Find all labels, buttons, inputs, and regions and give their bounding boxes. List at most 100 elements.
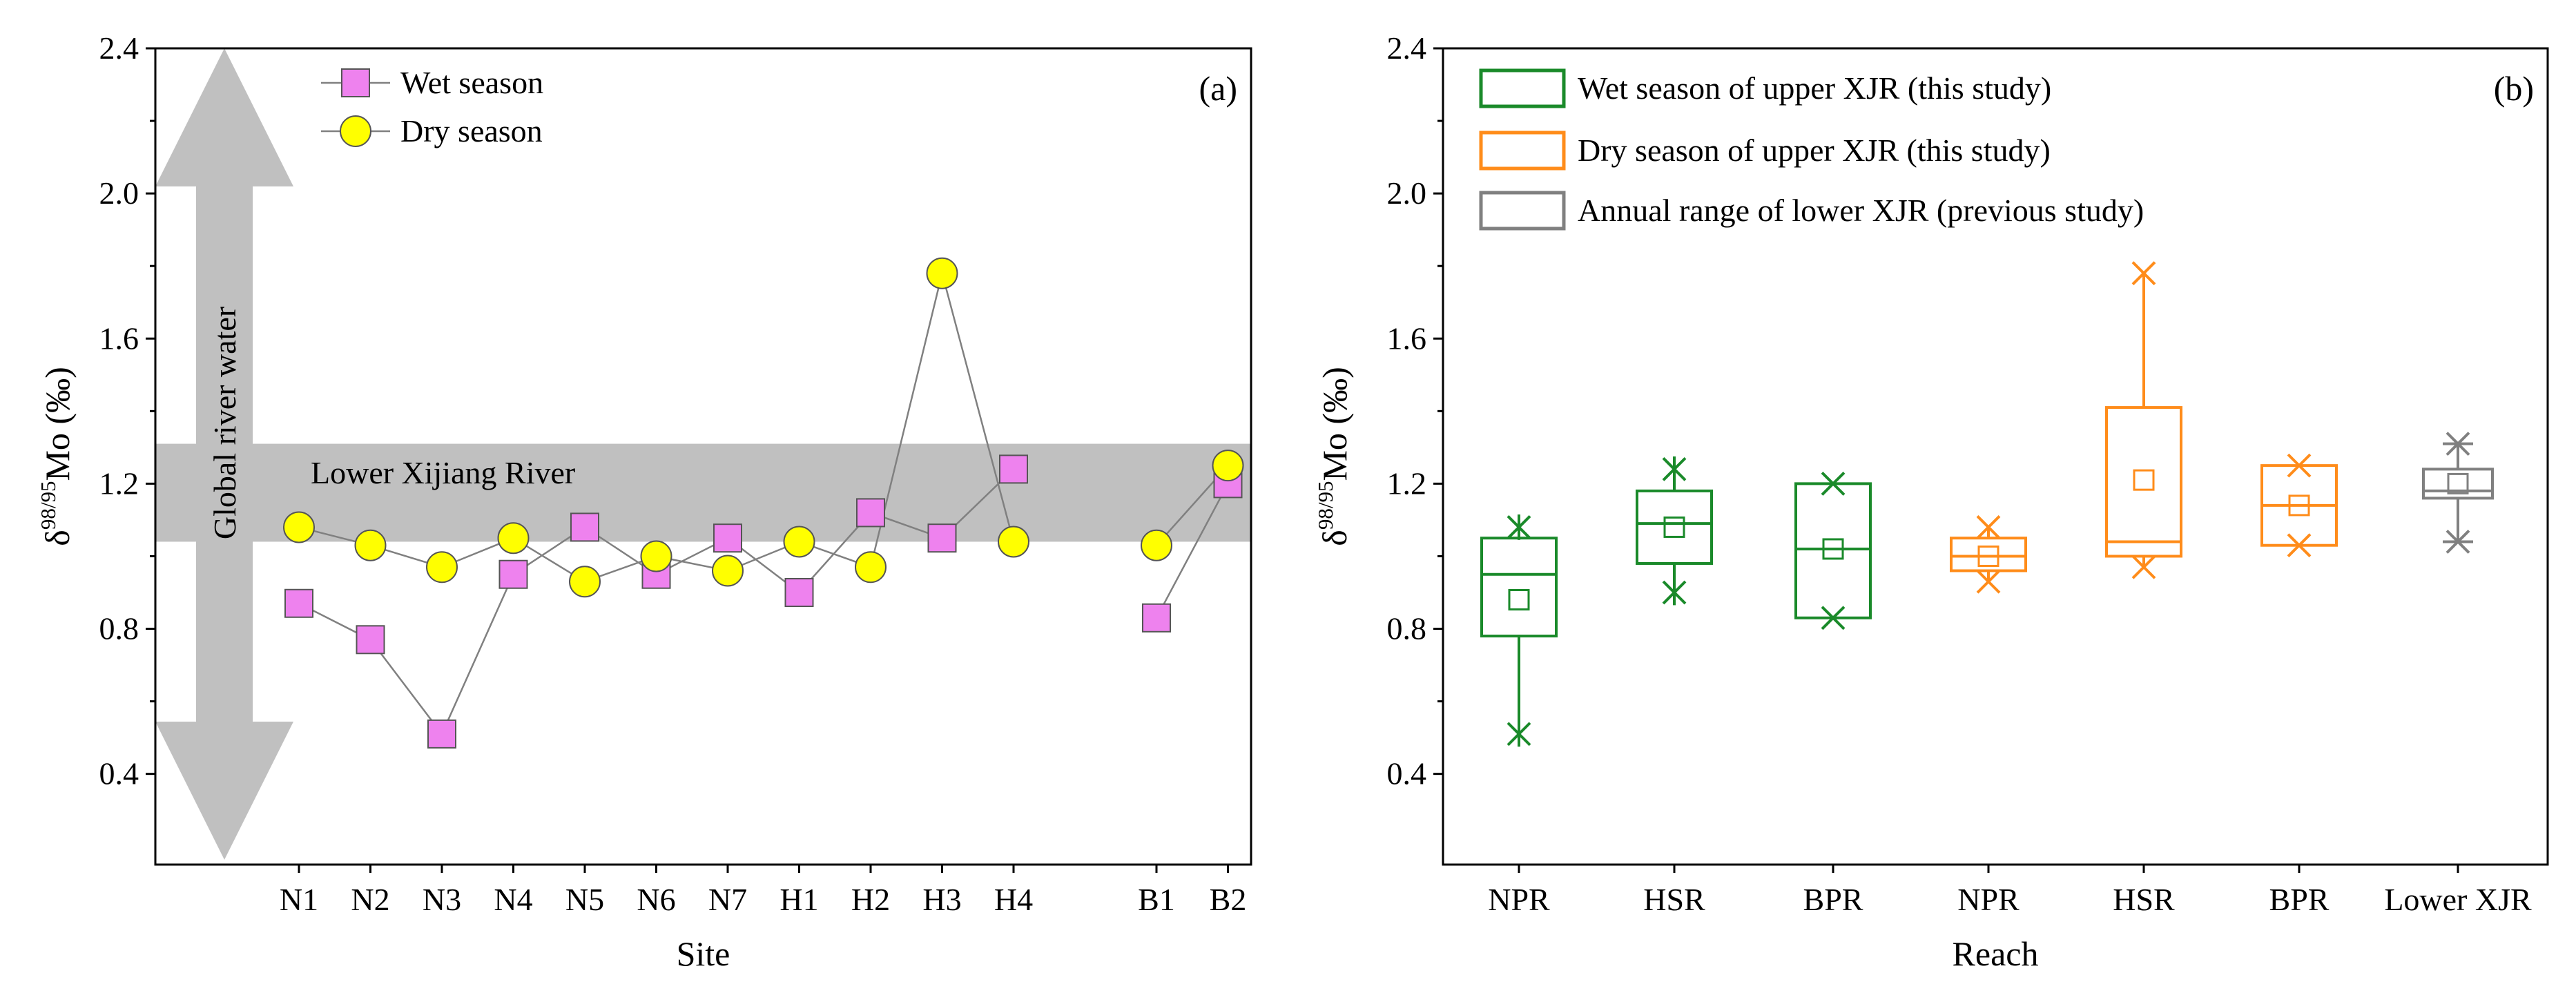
y-tick-label: 1.2 [99,465,139,501]
max-marker [2287,453,2312,478]
dry-season-point [712,555,744,587]
panel-label-a: (a) [1199,69,1238,108]
wet-season-point [284,588,313,618]
x-tick-label: Lower XJR [2384,882,2532,917]
cross-stroke [2287,453,2312,478]
y-tick-label: 1.6 [1387,320,1427,356]
band-label: Lower Xijiang River [311,455,575,490]
dry-season-point [497,522,530,555]
x-tick-label: N7 [708,882,747,917]
x-tick-label: BPR [2269,882,2330,917]
y-tick-label: 1.6 [99,320,139,356]
x-tick-label: N4 [494,882,532,917]
mean-marker [1977,545,1999,567]
y-tick-label: 2.4 [99,30,139,66]
max-marker [1662,456,1687,482]
ylabel-superscript: 98/95 [1313,481,1337,530]
legend-swatch [1479,191,1566,231]
y-tick-label: 1.2 [1387,465,1427,501]
box-wet-npr [1480,514,1558,747]
min-marker [2287,533,2312,558]
cross-stroke [2131,555,2156,579]
box-dry-hsr [2105,261,2182,579]
legend-entry-label: Dry season of upper XJR (this study) [1578,133,2051,168]
plot-frame [1442,47,2549,866]
arrow-label: Global river water [207,307,242,539]
mean-marker [1663,516,1685,538]
max-marker [1821,471,1846,496]
min-marker [1662,579,1687,606]
min-marker [1976,569,2001,594]
x-tick-label: HSR [1643,882,1705,917]
cross-stroke [1821,606,1846,630]
box-wet-bpr [1794,471,1872,630]
mean-marker [2288,494,2310,517]
dry-season-point [569,566,601,598]
dry-season-point [354,529,387,561]
legend-a: Wet season Dry season [321,65,543,148]
legend-circle-marker [340,115,371,147]
max-marker [1507,514,1531,540]
legend-swatch [1479,131,1566,171]
x-tick-label: N1 [280,882,318,917]
y-tick-label: 0.8 [1387,611,1427,646]
iqr-box [1480,537,1558,638]
iqr-box [2422,468,2494,500]
wet-season-point [498,559,528,589]
mean-marker [1508,589,1530,611]
legend-b: Wet season of upper XJR (this study) Dry … [1479,68,2144,231]
y-tick-label: 2.0 [99,175,139,211]
dry-season-point [640,540,672,572]
cross-stroke [2446,530,2470,554]
x-tick-label: B2 [1210,882,1247,917]
box-lower-lower-xjr [2422,432,2494,554]
iqr-box [2105,406,2182,558]
ylabel-superscript: 98/95 [36,481,60,530]
series-line-wet [1155,483,1229,619]
cross-stroke [2446,432,2470,456]
iqr-box [1794,482,1872,619]
dry-season-point [283,511,315,543]
min-marker [2131,555,2156,579]
iqr-box [1950,537,2027,572]
cross-stroke [1821,471,1846,496]
wet-season-point [570,512,599,542]
wet-season-point [356,625,385,655]
max-marker [2446,432,2470,456]
wet-season-point [713,523,742,553]
x-axis-label: Reach [1953,934,2039,973]
dry-season-point [855,551,887,584]
wet-season-point [784,578,814,607]
x-tick-label: N3 [423,882,461,917]
legend-entry-label: Wet season of upper XJR (this study) [1578,70,2051,106]
x-tick-label: H2 [851,882,890,917]
legend-entry-label: Wet season [400,65,543,100]
mean-marker [2447,472,2469,494]
dry-season-point [998,526,1029,558]
wet-season-point [1142,603,1171,633]
legend-entry-label: Annual range of lower XJR (previous stud… [1578,193,2144,228]
dry-season-point [783,526,815,558]
min-marker [1821,606,1846,630]
y-tick-label: 0.4 [99,756,139,791]
cross-stroke [1976,569,2001,594]
panel-a: Lower Xijiang River Global river water 0.4… [36,30,1252,973]
max-marker [2131,261,2156,286]
plot-frame [154,47,1252,866]
cross-stroke [2131,261,2156,286]
max-marker [1976,515,2001,539]
box-dry-bpr [2260,453,2338,558]
y-axis-label: δ98/95Mo (‰) [1313,367,1354,546]
global-river-arrow [155,48,293,860]
y-axis-label: δ98/95Mo (‰) [36,367,77,546]
y-tick-label: 0.8 [99,611,139,646]
box-wet-hsr [1636,456,1713,606]
x-tick-label: N2 [351,882,389,917]
dry-season-point [1212,450,1244,482]
ylabel-main: Mo (‰) [38,367,77,481]
dry-season-point [426,551,458,584]
x-tick-label: H1 [779,882,818,917]
legend-entry-label: Dry season [400,113,543,148]
panel-label-b: (b) [2494,69,2534,108]
mean-marker [2133,469,2155,491]
